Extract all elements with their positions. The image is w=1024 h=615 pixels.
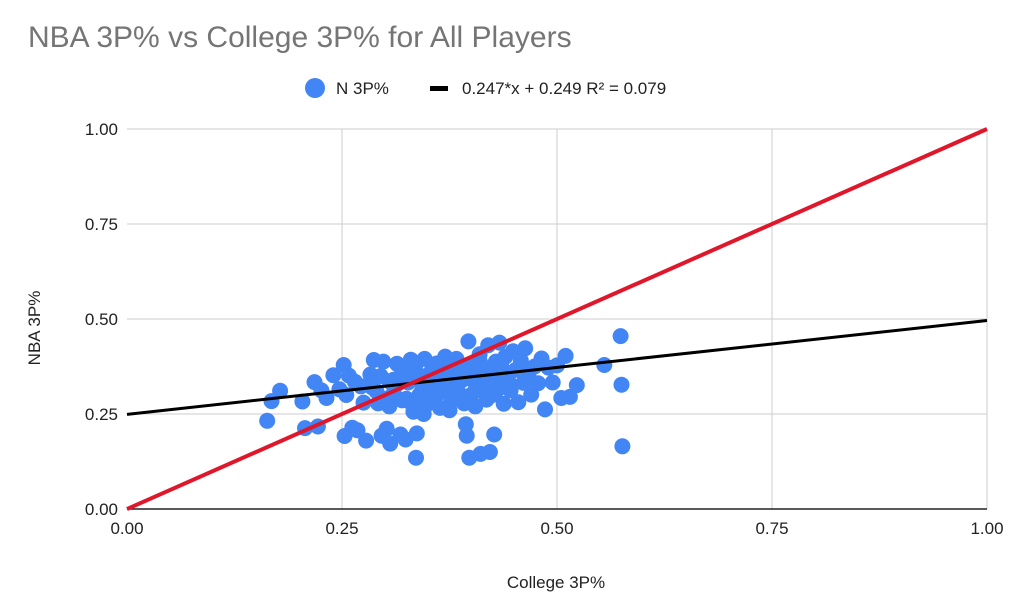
x-tick-label: 0.25 xyxy=(325,519,358,538)
data-point xyxy=(517,340,534,357)
data-point xyxy=(614,438,631,455)
legend-marker-n3p xyxy=(305,78,325,98)
data-point xyxy=(402,394,419,411)
data-point xyxy=(325,367,342,384)
data-point xyxy=(378,420,395,437)
data-point xyxy=(561,388,578,405)
y-tick-label: 0.25 xyxy=(85,405,118,424)
data-point xyxy=(510,394,527,411)
x-tick-label: 0.00 xyxy=(110,519,143,538)
x-tick-label: 0.75 xyxy=(755,519,788,538)
data-point xyxy=(457,416,474,433)
x-axis-label: College 3P% xyxy=(507,573,605,592)
data-point xyxy=(495,395,512,412)
y-axis-label: NBA 3P% xyxy=(25,291,44,366)
data-point xyxy=(445,383,462,400)
data-point xyxy=(372,368,389,384)
data-point xyxy=(408,425,425,442)
data-point xyxy=(613,376,630,393)
data-point xyxy=(294,393,311,410)
data-point xyxy=(481,444,498,460)
reference-line xyxy=(126,127,988,511)
data-point xyxy=(463,387,479,403)
data-point xyxy=(259,412,276,429)
trendline xyxy=(126,319,988,416)
data-point xyxy=(346,373,363,390)
legend-label-n3p: N 3P% xyxy=(336,79,389,98)
data-point xyxy=(272,382,289,399)
data-point xyxy=(458,427,475,444)
y-tick-label: 0.00 xyxy=(85,500,118,519)
data-point xyxy=(612,328,629,345)
legend: N 3P% 0.247*x + 0.249 R² = 0.079 xyxy=(305,78,666,98)
tick-labels: 0.000.00 0.25 0.25 0.50 0.50 0.75 0.75 1.00 1.00 xyxy=(85,120,1004,538)
data-point xyxy=(557,347,574,364)
y-tick-label: 0.75 xyxy=(85,215,118,234)
data-point xyxy=(488,375,505,392)
data-point xyxy=(544,374,561,391)
data-point xyxy=(382,435,399,452)
data-point xyxy=(394,364,411,381)
data-point xyxy=(428,387,445,403)
x-tick-label: 0.50 xyxy=(540,519,573,538)
data-point xyxy=(568,377,585,394)
data-point xyxy=(596,357,613,373)
x-tick-label: 1.00 xyxy=(970,519,1003,538)
data-point xyxy=(408,449,424,466)
data-point xyxy=(358,432,375,449)
legend-marker-trendline xyxy=(430,86,448,91)
y-tick-label: 0.50 xyxy=(85,310,118,329)
data-point xyxy=(375,353,392,370)
y-tick-label: 1.00 xyxy=(85,120,118,139)
legend-label-trendline: 0.247*x + 0.249 R² = 0.079 xyxy=(462,79,666,98)
data-point xyxy=(530,375,547,392)
data-point xyxy=(460,333,477,350)
data-point xyxy=(441,402,458,419)
data-point xyxy=(512,352,529,369)
chart-lines xyxy=(126,127,988,511)
data-points xyxy=(259,328,631,466)
data-point xyxy=(486,426,503,443)
chart-title: NBA 3P% vs College 3P% for All Players xyxy=(28,21,572,54)
data-point xyxy=(537,401,553,418)
